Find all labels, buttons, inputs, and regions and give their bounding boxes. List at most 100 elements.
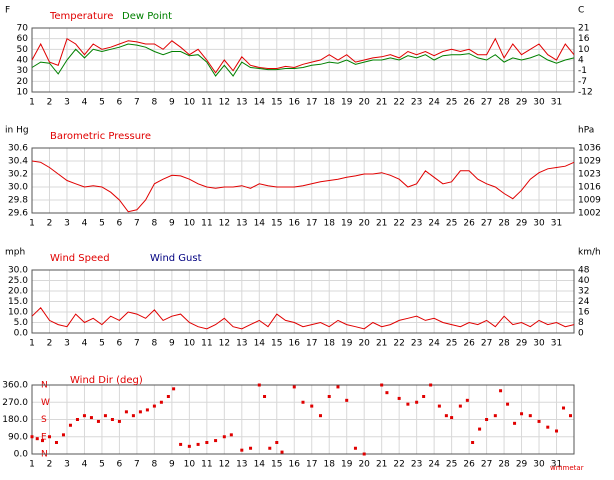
- x-tick-label: 20: [358, 460, 370, 470]
- y2-tick-label: 1023: [578, 169, 601, 179]
- x-tick-label: 6: [117, 98, 123, 108]
- y2-tick-label: 48: [578, 266, 590, 276]
- plot-frame: [31, 147, 575, 214]
- x-tick-label: 15: [271, 339, 282, 349]
- x-tick-label: 19: [341, 460, 353, 470]
- plot-frame: [31, 384, 575, 455]
- y2-tick-label: -12: [578, 88, 593, 98]
- series-line: [31, 43, 575, 77]
- scatter-point: [546, 425, 550, 429]
- x-tick-label: 26: [463, 219, 475, 229]
- x-tick-label: 12: [219, 339, 230, 349]
- x-tick-label: 24: [428, 219, 440, 229]
- scatter-point: [506, 402, 510, 406]
- scatter-point: [110, 418, 114, 421]
- x-tick-label: 13: [236, 98, 247, 108]
- x-tick-label: 27: [481, 98, 492, 108]
- scatter-point: [75, 418, 79, 421]
- scatter-point: [159, 400, 163, 404]
- scatter-point: [131, 414, 135, 418]
- x-tick-label: 1: [29, 219, 35, 229]
- scatter-point: [450, 416, 454, 420]
- y2-tick-label: 1036: [578, 144, 601, 154]
- scatter-point: [444, 414, 448, 418]
- x-tick-label: 4: [82, 219, 88, 229]
- y2-tick-label: 16: [578, 308, 590, 318]
- scatter-point: [422, 395, 426, 398]
- legend-entry: Wind Speed: [50, 253, 110, 264]
- x-tick-label: 14: [254, 219, 266, 229]
- y-tick-label: 29.8: [8, 196, 28, 206]
- x-tick-label: 25: [446, 339, 457, 349]
- x-tick-label: 12: [219, 219, 230, 229]
- y-axis-label: in Hg: [5, 126, 29, 136]
- x-tick-label: 16: [289, 98, 301, 108]
- x-tick-label: 3: [64, 460, 70, 470]
- x-tick-label: 11: [201, 460, 212, 470]
- x-tick-label: 6: [117, 460, 123, 470]
- scatter-point: [68, 423, 72, 427]
- x-tick-label: 30: [533, 339, 545, 349]
- x-tick-label: 10: [184, 339, 196, 349]
- scatter-point: [513, 421, 517, 425]
- y-tick-label: 15.0: [8, 297, 28, 307]
- y-tick-label: 30.0: [8, 183, 28, 193]
- y-tick-label: 25.0: [8, 276, 28, 286]
- x-tick-label: 9: [169, 219, 175, 229]
- x-tick-label: 31: [551, 339, 562, 349]
- y2-tick-label: 24: [578, 297, 590, 307]
- scatter-point: [229, 433, 233, 437]
- x-tick-label: 23: [411, 339, 422, 349]
- y2-tick-label: 1009: [578, 196, 601, 206]
- scatter-point: [415, 400, 419, 404]
- x-tick-label: 23: [411, 219, 422, 229]
- x-tick-label: 18: [323, 98, 335, 108]
- scatter-point: [336, 385, 340, 389]
- scatter-point: [214, 439, 218, 443]
- x-tick-label: 26: [463, 339, 475, 349]
- y-tick-label: 29.6: [8, 209, 28, 219]
- x-tick-label: 15: [271, 460, 282, 470]
- y2-tick-label: 1016: [578, 183, 601, 193]
- y-tick-label: 30: [17, 66, 29, 76]
- x-tick-label: 17: [306, 98, 317, 108]
- x-tick-label: 18: [323, 339, 335, 349]
- x-tick-label: 27: [481, 219, 492, 229]
- series-line: [31, 307, 575, 330]
- scatter-point: [166, 395, 170, 398]
- x-tick-label: 21: [376, 339, 387, 349]
- x-tick-label: 10: [184, 219, 196, 229]
- x-tick-label: 13: [236, 460, 247, 470]
- scatter-point: [429, 383, 433, 387]
- x-tick-label: 8: [152, 219, 158, 229]
- x-tick-label: 26: [463, 98, 475, 108]
- x-tick-label: 31: [551, 98, 562, 108]
- x-tick-label: 11: [201, 98, 212, 108]
- x-tick-label: 28: [498, 98, 510, 108]
- y-tick-label: 0.0: [14, 329, 29, 339]
- scatter-point: [263, 395, 267, 398]
- scatter-point: [268, 446, 272, 450]
- scatter-point: [520, 412, 524, 416]
- y2-tick-label: 40: [578, 276, 590, 286]
- y-tick-label: 60: [17, 34, 29, 44]
- y2-tick-label: -1: [578, 66, 587, 76]
- x-tick-label: 30: [533, 219, 545, 229]
- x-tick-label: 22: [393, 219, 404, 229]
- x-tick-label: 7: [134, 98, 140, 108]
- y-axis-label: mph: [5, 248, 25, 258]
- scatter-point: [280, 450, 284, 454]
- y2-tick-label: -7: [578, 77, 587, 87]
- x-tick-label: 25: [446, 219, 457, 229]
- x-tick-label: 24: [428, 98, 440, 108]
- scatter-point: [318, 414, 322, 418]
- x-tick-label: 28: [498, 460, 510, 470]
- y-tick-label: 360.0: [2, 381, 28, 391]
- y2-tick-label: 8: [578, 318, 584, 328]
- annotation: wmmetar: [550, 464, 584, 472]
- x-tick-label: 17: [306, 339, 317, 349]
- scatter-point: [471, 441, 475, 444]
- scatter-point: [528, 414, 532, 418]
- x-tick-label: 14: [254, 460, 266, 470]
